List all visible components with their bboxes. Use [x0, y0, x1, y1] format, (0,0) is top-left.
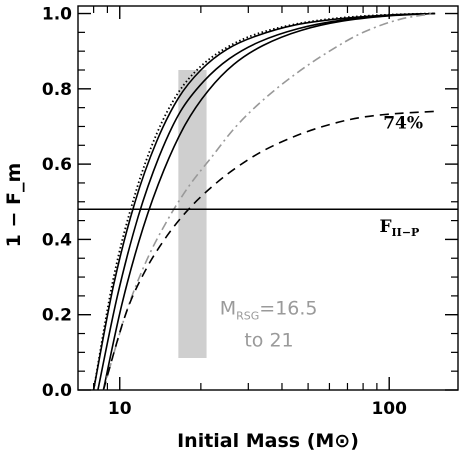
series-dashed-line-5: [102, 110, 436, 391]
y-tick-label: 0.4: [42, 230, 72, 250]
y-tick-label: 0.2: [42, 306, 72, 326]
y-axis-title: 1 − F_m: [3, 163, 25, 248]
rsg-mass-annotation: MRSG=16.5: [220, 298, 318, 323]
x-tick-label: 100: [371, 399, 407, 419]
series-solid-line-2: [97, 12, 436, 391]
plot-frame: [77, 5, 459, 391]
series-dotted-line-0: [92, 12, 436, 391]
series-dash-dot-line-4: [102, 12, 436, 391]
x-axis-title: Initial Mass (M⊙): [177, 430, 359, 452]
labels: 10 100 0.0 0.2 0.4 0.6 0.8 1.0 74% FII−P MRSG=16.5…: [42, 5, 423, 419]
rsg-mass-band: [178, 70, 207, 358]
band-layer: [178, 70, 207, 358]
series-solid-line-3: [102, 12, 436, 391]
percent-annotation: 74%: [383, 113, 423, 133]
rsg-range-annotation: to 21: [244, 330, 293, 352]
series-layer: [92, 12, 436, 391]
series-solid-line-1: [92, 12, 436, 391]
y-axis-title-group: 1 − F_m: [3, 163, 25, 248]
y-tick-label: 0.8: [42, 80, 72, 100]
y-tick-label: 1.0: [42, 5, 72, 25]
axes: [77, 5, 459, 391]
y-tick-label: 0.0: [42, 381, 72, 401]
x-tick-label: 10: [108, 399, 132, 419]
f-iip-annotation: FII−P: [379, 217, 419, 239]
y-tick-label: 0.6: [42, 155, 72, 175]
